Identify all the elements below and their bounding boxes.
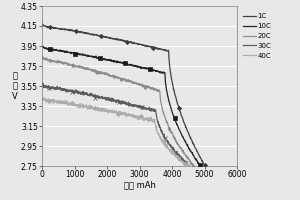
20C	[154, 89, 158, 91]
X-axis label: 容量 mAh: 容量 mAh	[124, 181, 155, 190]
40C	[149, 116, 153, 118]
40C	[125, 114, 129, 116]
10C	[112, 60, 115, 63]
20C	[129, 79, 133, 82]
40C	[106, 109, 109, 111]
1C	[40, 22, 44, 25]
10C	[146, 68, 149, 70]
40C	[40, 96, 44, 99]
1C	[203, 164, 206, 166]
1C	[136, 43, 140, 45]
30C	[150, 109, 154, 111]
30C	[66, 90, 70, 92]
1C	[69, 29, 73, 32]
Line: 1C: 1C	[42, 23, 205, 165]
Line: 20C: 20C	[42, 56, 193, 165]
20C	[191, 164, 195, 167]
40C	[66, 103, 69, 106]
1C	[82, 32, 85, 34]
Line: 10C: 10C	[42, 46, 200, 165]
40C	[185, 164, 188, 166]
1C	[114, 39, 117, 41]
1C	[149, 46, 152, 48]
20C	[141, 84, 145, 86]
10C	[68, 52, 72, 54]
20C	[109, 74, 112, 77]
10C	[40, 45, 44, 47]
20C	[79, 65, 83, 68]
1C	[163, 49, 166, 51]
Y-axis label: 电
压
V: 电 压 V	[12, 71, 18, 101]
10C	[81, 54, 84, 56]
40C	[137, 115, 140, 117]
30C	[78, 91, 81, 94]
Line: 40C: 40C	[42, 97, 187, 166]
40C	[183, 165, 186, 167]
30C	[126, 102, 130, 104]
40C	[77, 105, 81, 107]
Legend: 1C, 10C, 20C, 30C, 40C: 1C, 10C, 20C, 30C, 40C	[242, 13, 272, 59]
Line: 30C: 30C	[42, 83, 188, 166]
20C	[67, 63, 70, 66]
10C	[198, 164, 201, 166]
20C	[40, 55, 44, 57]
30C	[138, 107, 142, 109]
30C	[106, 99, 110, 101]
30C	[40, 82, 44, 84]
10C	[133, 65, 137, 67]
10C	[159, 71, 163, 73]
30C	[187, 165, 190, 167]
